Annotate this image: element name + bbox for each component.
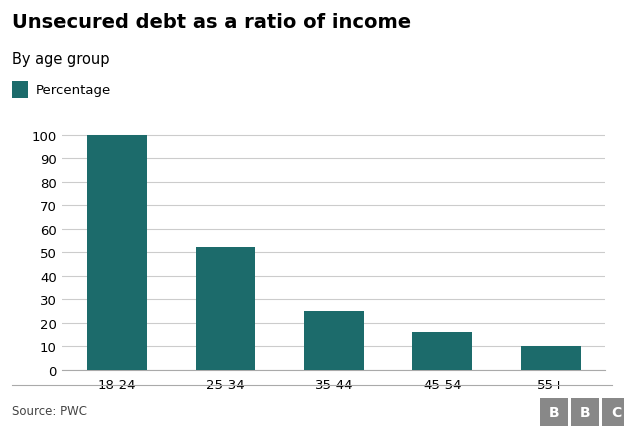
Text: B: B [548, 405, 559, 419]
Text: Unsecured debt as a ratio of income: Unsecured debt as a ratio of income [12, 13, 412, 32]
Text: By age group: By age group [12, 52, 110, 67]
Text: C: C [611, 405, 622, 419]
Text: Source: PWC: Source: PWC [12, 404, 87, 417]
Bar [521, 346, 580, 370]
Bar [195, 248, 255, 370]
Bar [304, 311, 364, 370]
Text: Percentage: Percentage [36, 84, 112, 97]
Text: B: B [580, 405, 590, 419]
Bar [87, 135, 147, 370]
Bar [412, 332, 472, 370]
